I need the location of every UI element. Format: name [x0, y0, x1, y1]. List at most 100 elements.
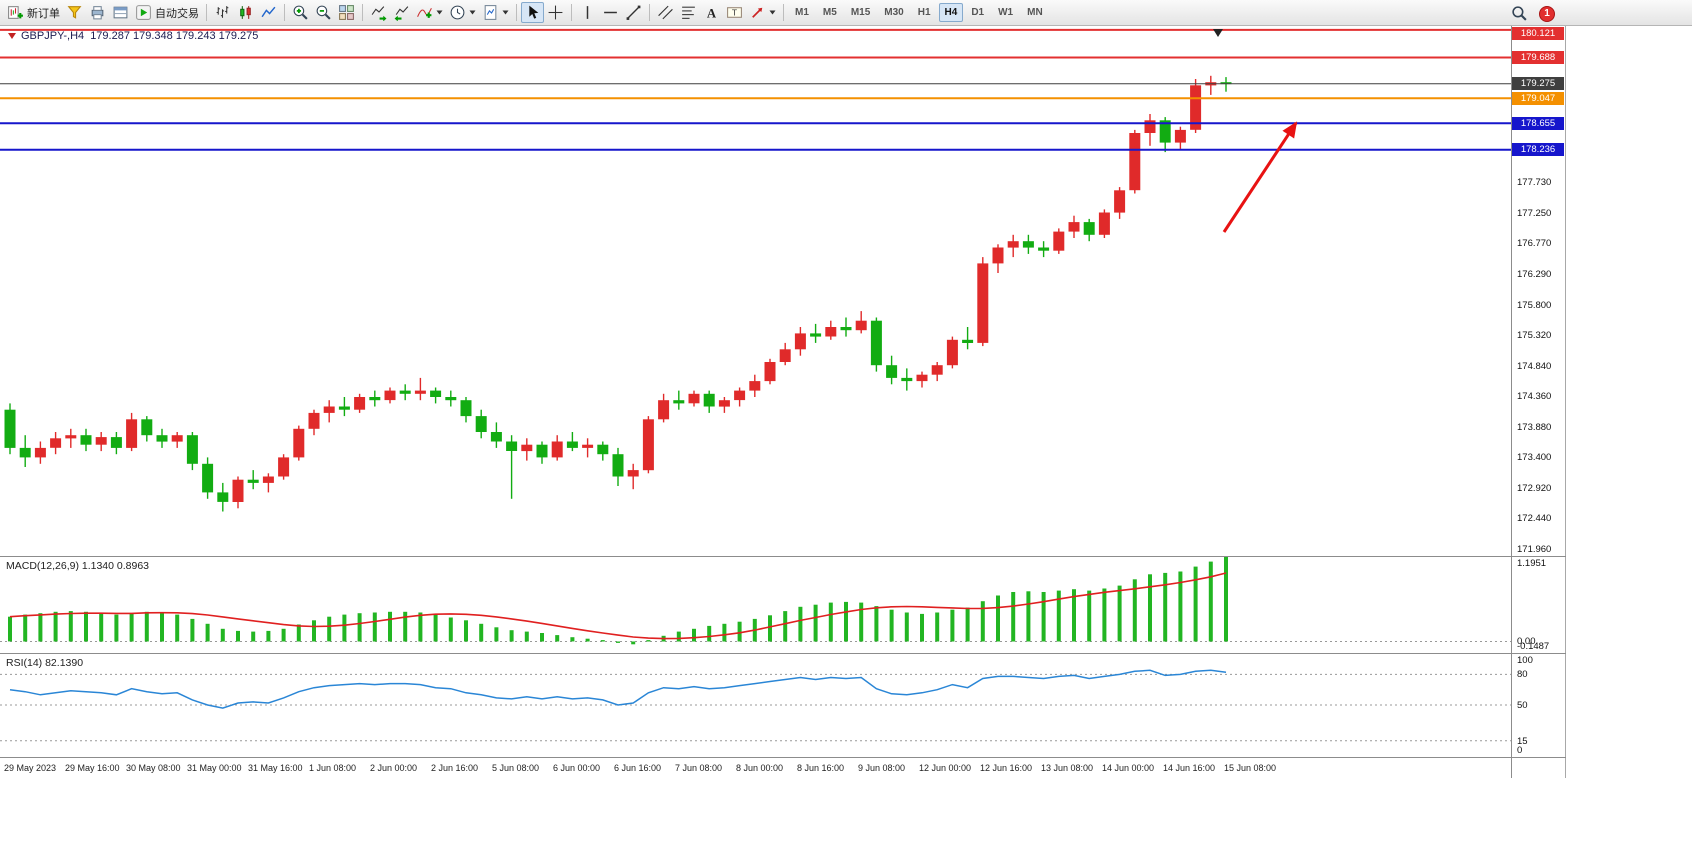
tile-windows-button[interactable] [335, 2, 358, 23]
macd-histogram [8, 557, 1228, 645]
trendline-button[interactable] [622, 2, 645, 23]
zoom-in-button[interactable] [289, 2, 312, 23]
time-label: 2 Jun 00:00 [370, 763, 418, 773]
trend-arrow[interactable] [1222, 121, 1298, 233]
rsi-pane[interactable] [0, 654, 1511, 756]
new-order-button[interactable]: 新订单 [4, 2, 63, 23]
price-tick: 176.290 [1517, 269, 1552, 280]
toolbar-separator [516, 4, 517, 21]
time-label: 1 Jun 08:00 [309, 763, 357, 773]
search-button[interactable] [1508, 3, 1531, 24]
macd-scale-tick: -0.1487 [1517, 641, 1550, 652]
price-tick: 177.250 [1517, 208, 1552, 219]
macd-label: MACD(12,26,9) 1.1340 0.8963 [6, 560, 150, 572]
autotrading-button[interactable]: 自动交易 [132, 2, 202, 23]
time-label: 8 Jun 16:00 [797, 763, 845, 773]
arrows-button[interactable] [746, 2, 779, 23]
time-label: 7 Jun 08:00 [675, 763, 723, 773]
current-price-line-badge: 179.275 [1512, 77, 1564, 90]
dropdown-caret-icon [469, 10, 476, 15]
tile-windows-icon [339, 5, 354, 20]
indicators-button[interactable] [413, 2, 446, 23]
new-order-label: 新订单 [27, 7, 60, 20]
scale-separator [1511, 26, 1512, 778]
notification-badge[interactable]: 1 [1539, 5, 1555, 22]
rsi-scale-tick: 0 [1517, 745, 1523, 756]
timeframe-m5[interactable]: M5 [822, 7, 837, 18]
time-label: 14 Jun 16:00 [1163, 763, 1216, 773]
zoom-out-icon [316, 5, 331, 20]
fibonacci-button[interactable] [677, 2, 700, 23]
pivot-line-badge: 179.047 [1512, 92, 1564, 105]
indicators-icon [417, 8, 432, 18]
toolbar-separator [783, 4, 784, 21]
macd-signal-line [9, 572, 1227, 640]
chart-line-button[interactable] [257, 2, 280, 23]
price-tick: 173.400 [1517, 452, 1552, 463]
toolbar-separator [571, 4, 572, 21]
rsi-label: RSI(14) 82.1390 [6, 657, 84, 669]
text-button[interactable]: A [700, 2, 723, 23]
dropdown-caret-icon [502, 10, 509, 15]
text-icon: A [707, 6, 717, 20]
timeframe-m1[interactable]: M1 [795, 7, 809, 18]
support-line-2-badge: 178.236 [1512, 143, 1564, 156]
autotrading-icon [136, 5, 151, 20]
macd-pane[interactable] [0, 557, 1511, 652]
dropdown-caret-icon [769, 10, 776, 15]
chart-candles-button[interactable] [234, 2, 257, 23]
print-button[interactable] [86, 2, 109, 23]
zoom-in-icon [293, 5, 308, 20]
price-chart-pane[interactable] [0, 26, 1511, 556]
periods-button[interactable] [446, 2, 479, 23]
time-label: 29 May 2023 [4, 763, 57, 773]
data-window-button[interactable] [109, 2, 132, 23]
equidistant-channel-button[interactable] [654, 2, 677, 23]
chart-bars-icon [216, 6, 229, 18]
chart-bars-button[interactable] [211, 2, 234, 23]
symbol-caret-icon [8, 33, 16, 39]
time-label: 5 Jun 08:00 [492, 763, 540, 773]
timeframe-h1[interactable]: H1 [917, 7, 931, 18]
pane-separator[interactable] [0, 653, 1566, 654]
vertical-line-button[interactable] [576, 2, 599, 23]
timeframe-h4[interactable]: H4 [938, 3, 964, 22]
rsi-scale-tick: 80 [1517, 669, 1528, 680]
macd-scale-tick: 0.00 [1517, 636, 1536, 647]
macd-scale-tick: 1.1951 [1517, 558, 1547, 569]
time-label: 14 Jun 00:00 [1102, 763, 1155, 773]
timeframe-m30[interactable]: M30 [884, 7, 904, 18]
horizontal-line-button[interactable] [599, 2, 622, 23]
price-tick: 177.730 [1517, 177, 1552, 188]
toolbar-separator [649, 4, 650, 21]
timeframe-m15[interactable]: M15 [850, 7, 871, 18]
price-tick: 173.880 [1517, 422, 1552, 433]
pane-separator[interactable] [0, 556, 1566, 557]
time-axis[interactable]: 29 May 2023 29 May 16:00 30 May 08:00 31 Ma… [0, 758, 1511, 778]
time-label: 13 Jun 08:00 [1041, 763, 1094, 773]
templates-icon [484, 5, 497, 20]
symbol-label: GBPJPY-,H4 [21, 30, 85, 42]
text-label-icon: T [727, 7, 742, 18]
toolbar-right: 1 [1508, 3, 1555, 24]
text-label-button[interactable]: T [723, 2, 746, 23]
price-tick: 174.360 [1517, 391, 1552, 402]
price-tick: 175.800 [1517, 300, 1552, 311]
cursor-button[interactable] [521, 2, 544, 23]
chart-shift-button[interactable] [390, 2, 413, 23]
time-label: 12 Jun 00:00 [919, 763, 972, 773]
timeframe-mn[interactable]: MN [1027, 7, 1043, 18]
auto-scroll-button[interactable] [367, 2, 390, 23]
rsi-scale-tick: 100 [1517, 655, 1533, 666]
print-icon [91, 6, 104, 20]
market-watch-button[interactable] [63, 2, 86, 23]
zoom-out-button[interactable] [312, 2, 335, 23]
timeframe-d1[interactable]: D1 [971, 7, 985, 18]
time-label: 6 Jun 00:00 [553, 763, 601, 773]
time-label: 12 Jun 16:00 [980, 763, 1033, 773]
toolbar-separator [284, 4, 285, 21]
price-tick: 172.920 [1517, 483, 1552, 494]
templates-button[interactable] [479, 2, 512, 23]
timeframe-w1[interactable]: W1 [998, 7, 1014, 18]
crosshair-button[interactable] [544, 2, 567, 23]
